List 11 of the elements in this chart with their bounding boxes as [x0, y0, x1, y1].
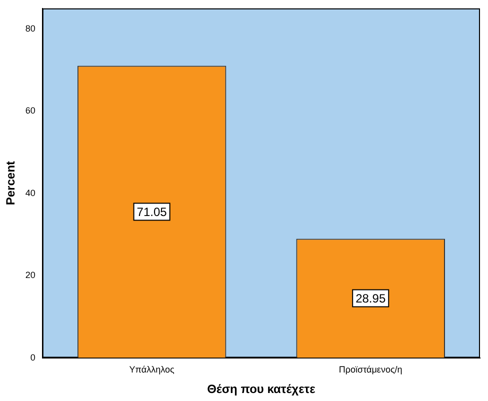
y-tick-label: 80: [25, 23, 36, 34]
data-label: 71.05: [136, 205, 168, 220]
y-tick-label: 40: [25, 188, 36, 198]
y-tick-label: 20: [25, 270, 36, 280]
data-label: 28.95: [356, 292, 386, 306]
x-tick-label: Υπάλληλος: [129, 364, 175, 375]
x-axis-title: Θέση που κατέχετε: [207, 382, 316, 396]
y-tick-label: 0: [30, 352, 36, 362]
x-tick-label: Προϊστάμενος/η: [338, 364, 402, 375]
y-axis-title: Percent: [4, 161, 18, 206]
y-tick-label: 60: [25, 106, 36, 116]
